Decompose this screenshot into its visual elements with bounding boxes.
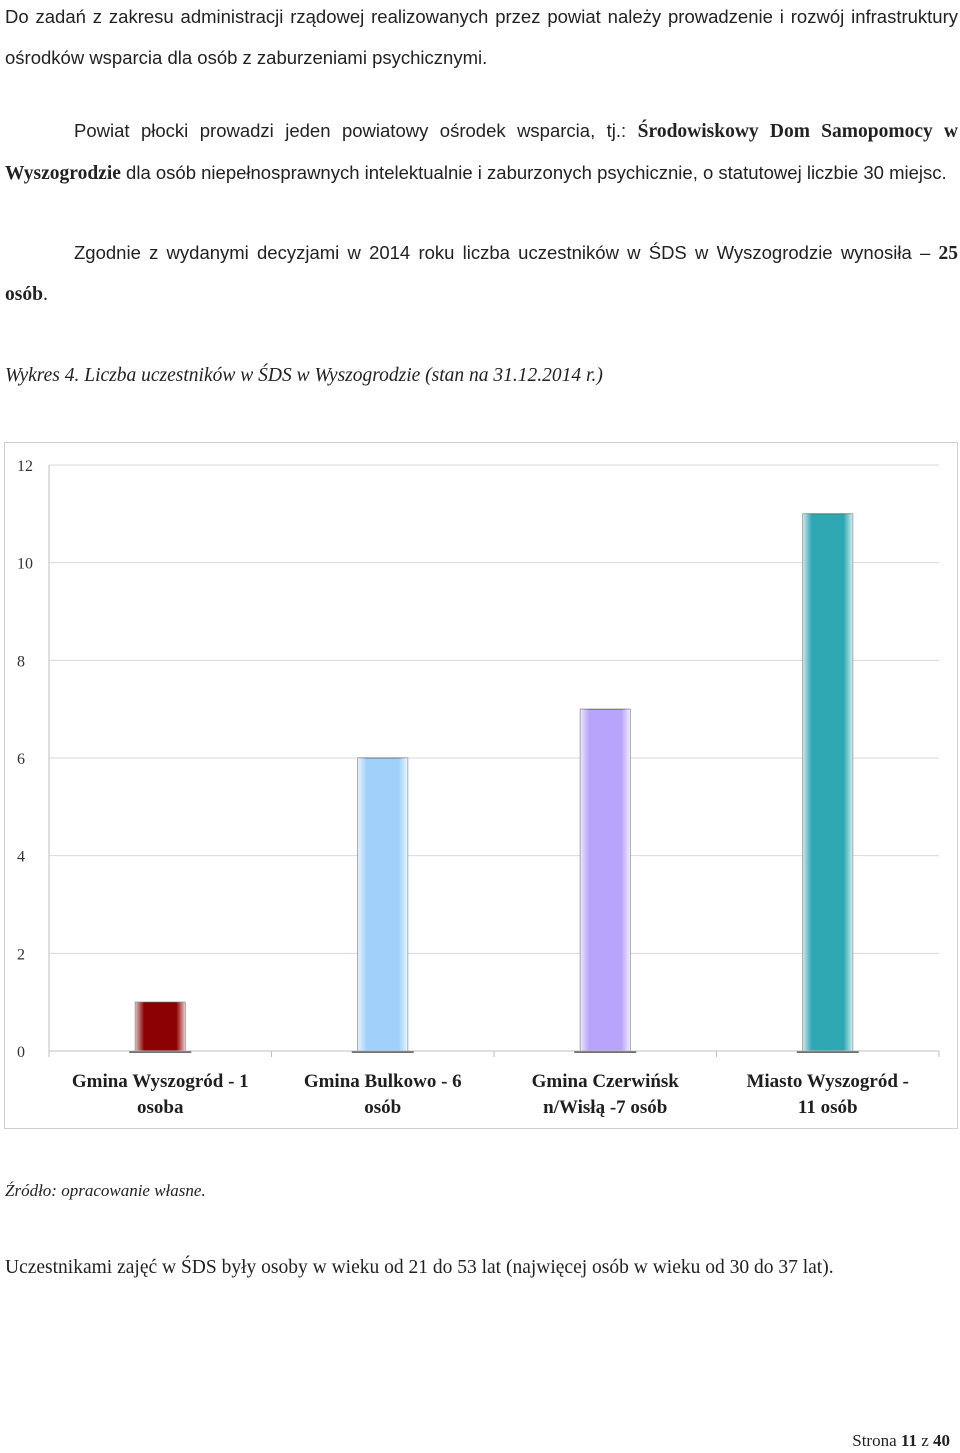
footer-page-number: 11 <box>900 1431 917 1450</box>
x-tick-label-2: Gmina Czerwińsk n/Wisłą -7 osób <box>532 1071 680 1118</box>
bar-highlight-0 <box>135 1002 186 1051</box>
y-tick-label-8: 8 <box>17 653 25 670</box>
age-text: Uczestnikami zajęć w ŚDS były osoby w wi… <box>5 1257 834 1278</box>
x-tick-label-0: Gmina Wyszogród - 1 osoba <box>72 1071 249 1118</box>
y-tick-label-6: 6 <box>17 751 25 768</box>
y-tick-label-12: 12 <box>17 458 33 475</box>
x-tick-label-1: Gmina Bulkowo - 6 osób <box>304 1071 462 1118</box>
intro-text: Do zadań z zakresu administracji rządowe… <box>5 6 958 68</box>
footer-page-total: 40 <box>933 1431 950 1450</box>
x-tick-label-3: Miasto Wyszogród -11 osób <box>746 1071 909 1118</box>
chart-caption: Wykres 4. Liczba uczestników w ŚDS w Wys… <box>5 365 603 386</box>
center-text-after: dla osób niepełnosprawnych intelektualni… <box>120 161 947 183</box>
y-tick-label-0: 0 <box>17 1044 25 1061</box>
center-name: Środowiskowy Dom Samopomocy w Wyszogrodz… <box>5 121 959 184</box>
center-description-paragraph: Powiat płocki prowadzi jeden powiatowy o… <box>5 111 958 194</box>
participants-paragraph: Zgodnie z wydanymi decyzjami w 2014 roku… <box>5 233 958 315</box>
participants-count: 25 osób <box>5 243 958 305</box>
bar-highlight-2 <box>580 709 631 1051</box>
center-text-before: Powiat płocki prowadzi jeden powiatowy o… <box>74 120 638 141</box>
intro-paragraph: Do zadań z zakresu administracji rządowe… <box>5 0 958 78</box>
bar-highlight-1 <box>357 758 408 1051</box>
age-paragraph: Uczestnikami zajęć w ŚDS były osoby w wi… <box>5 1248 958 1289</box>
bar-chart: 0 2 4 6 8 10 12 Gmina Wyszogród - 1 osoba Gmina B… <box>17 458 940 1118</box>
footer-middle: z <box>916 1431 933 1450</box>
y-tick-label-4: 4 <box>17 849 25 866</box>
footer-prefix: Strona <box>852 1431 901 1450</box>
y-tick-label-10: 10 <box>17 556 33 573</box>
chart-frame: 0 2 4 6 8 10 12 Gmina Wyszogród - 1 osoba Gmina B… <box>4 442 958 1129</box>
source-note: Źródło: opracowanie własne. <box>5 1181 206 1200</box>
participants-text-after: . <box>42 283 48 305</box>
page-footer: Strona 11 z 40 <box>852 1430 950 1452</box>
bar-highlight-3 <box>802 513 853 1051</box>
participants-text-before: Zgodnie z wydanymi decyzjami w 2014 roku… <box>74 242 939 263</box>
y-tick-label-2: 2 <box>17 946 25 963</box>
